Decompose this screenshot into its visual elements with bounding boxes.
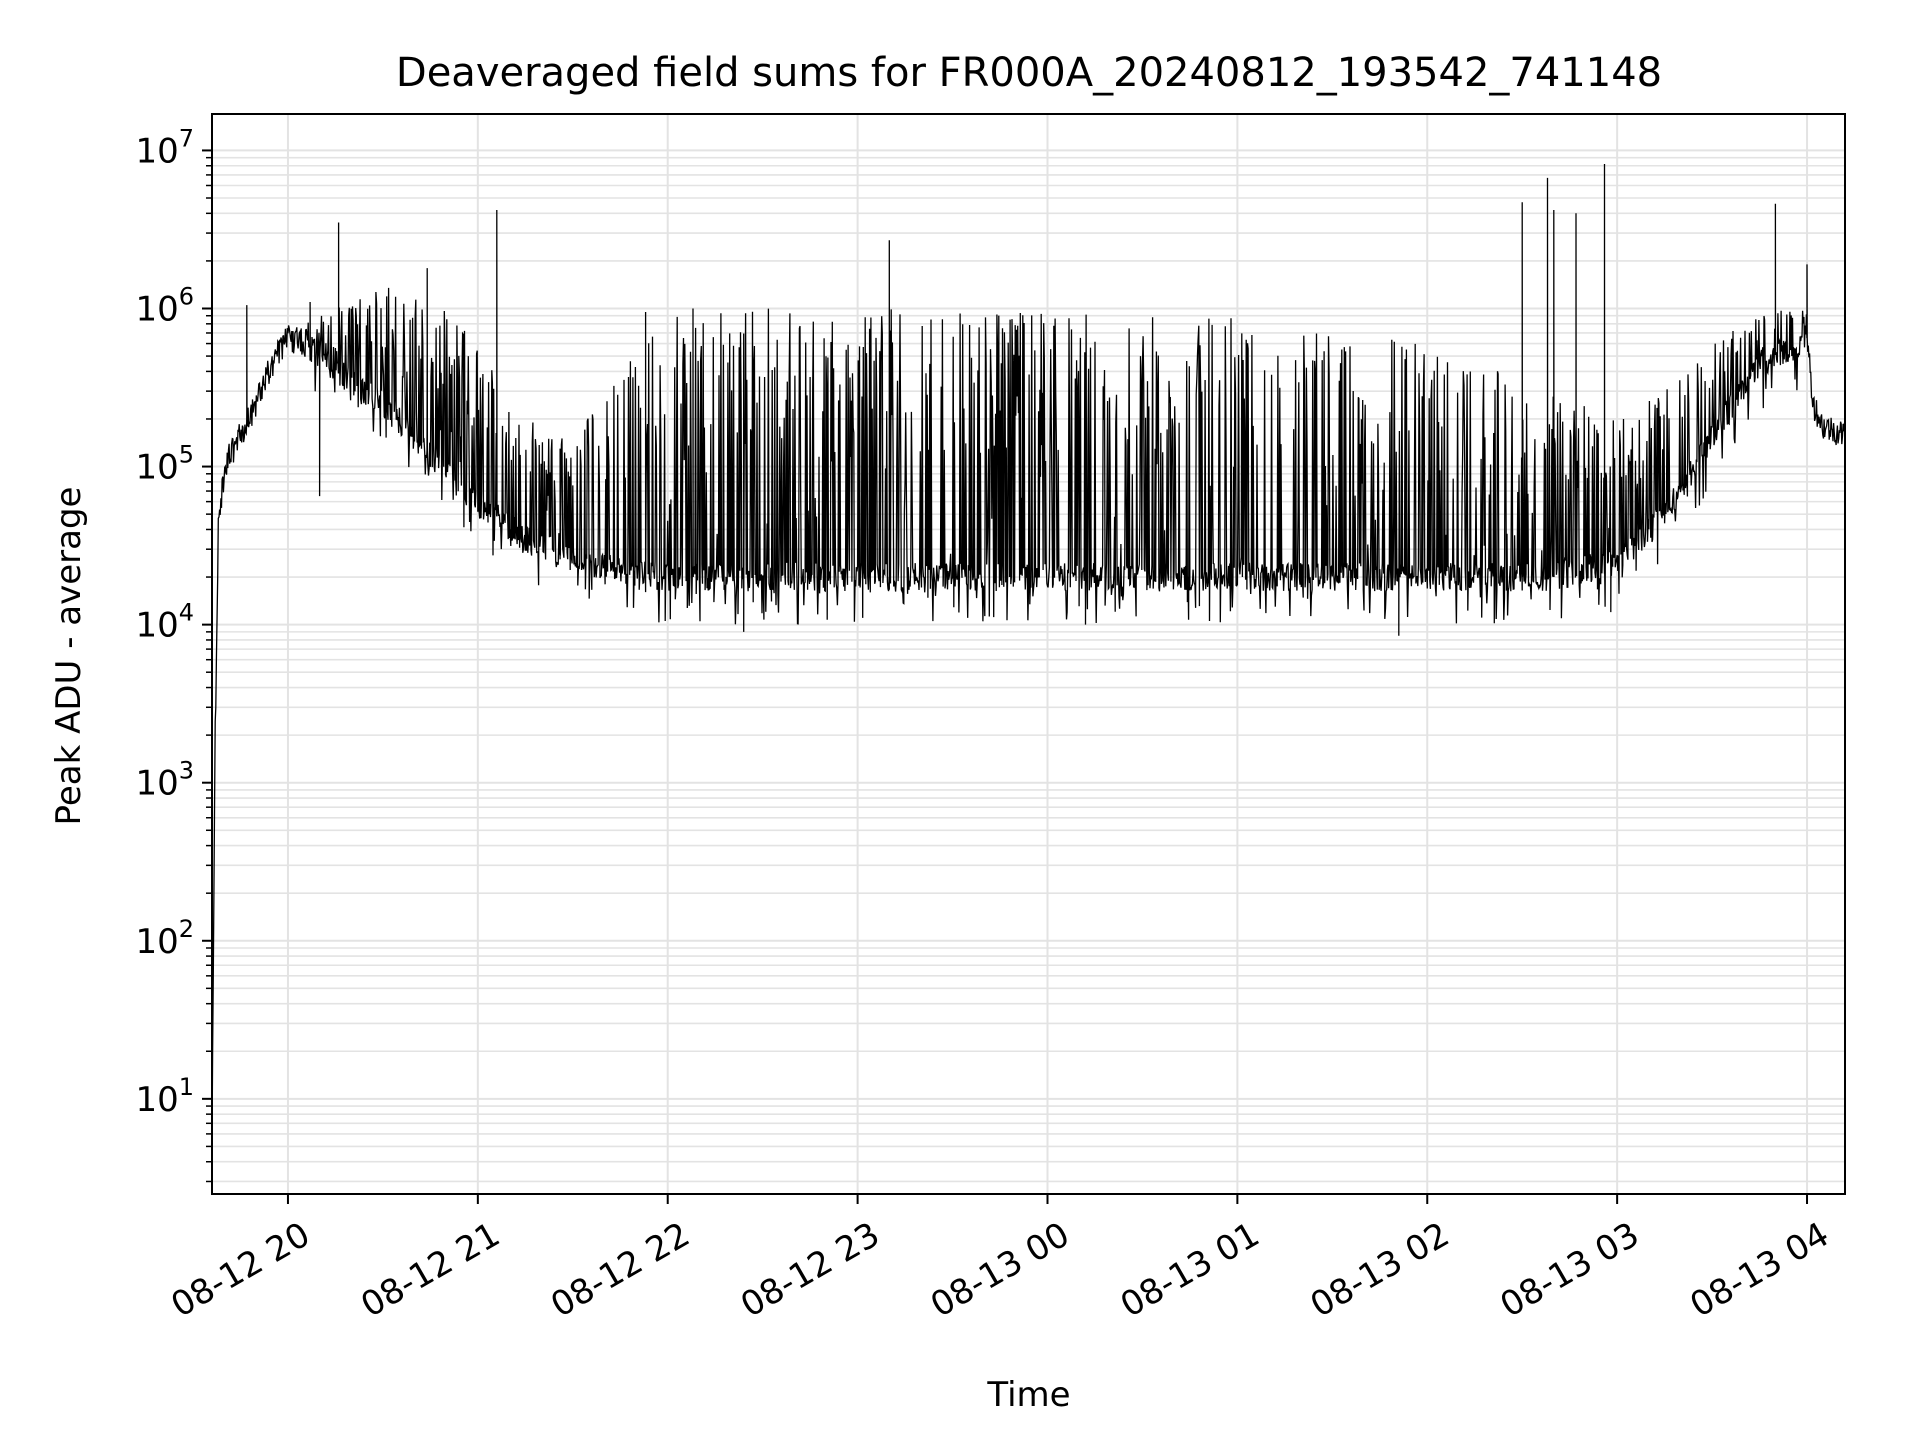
y-tick-base: 10 [135,448,178,488]
y-tick-base: 10 [135,1080,178,1120]
series-line [211,163,1846,1153]
y-axis-label: Peak ADU - average [49,487,89,826]
y-tick-base: 10 [135,606,178,646]
y-tick-label: 103 [135,757,194,804]
y-tick-exponent: 3 [179,757,194,785]
y-tick-label: 101 [135,1073,194,1120]
y-tick-exponent: 1 [179,1073,194,1101]
y-tick-exponent: 5 [179,441,194,469]
y-tick-label: 107 [135,124,194,171]
y-tick-label: 102 [135,915,194,962]
y-tick-exponent: 4 [179,599,194,627]
y-tick-base: 10 [135,764,178,804]
y-tick-label: 104 [135,599,194,646]
y-tick-base: 10 [135,922,178,962]
y-tick-exponent: 2 [179,915,194,943]
chart-title: Deaveraged field sums for FR000A_2024081… [396,50,1662,96]
y-tick-base: 10 [135,131,178,171]
plot-frame [211,113,1846,1195]
y-tick-exponent: 6 [179,282,194,310]
y-tick-base: 10 [135,289,178,329]
y-tick-exponent: 7 [179,124,194,152]
y-tick-label: 105 [135,441,194,488]
data-layer [211,163,1846,1153]
y-tick-label: 106 [135,282,194,329]
x-axis-label: Time [986,1375,1070,1415]
